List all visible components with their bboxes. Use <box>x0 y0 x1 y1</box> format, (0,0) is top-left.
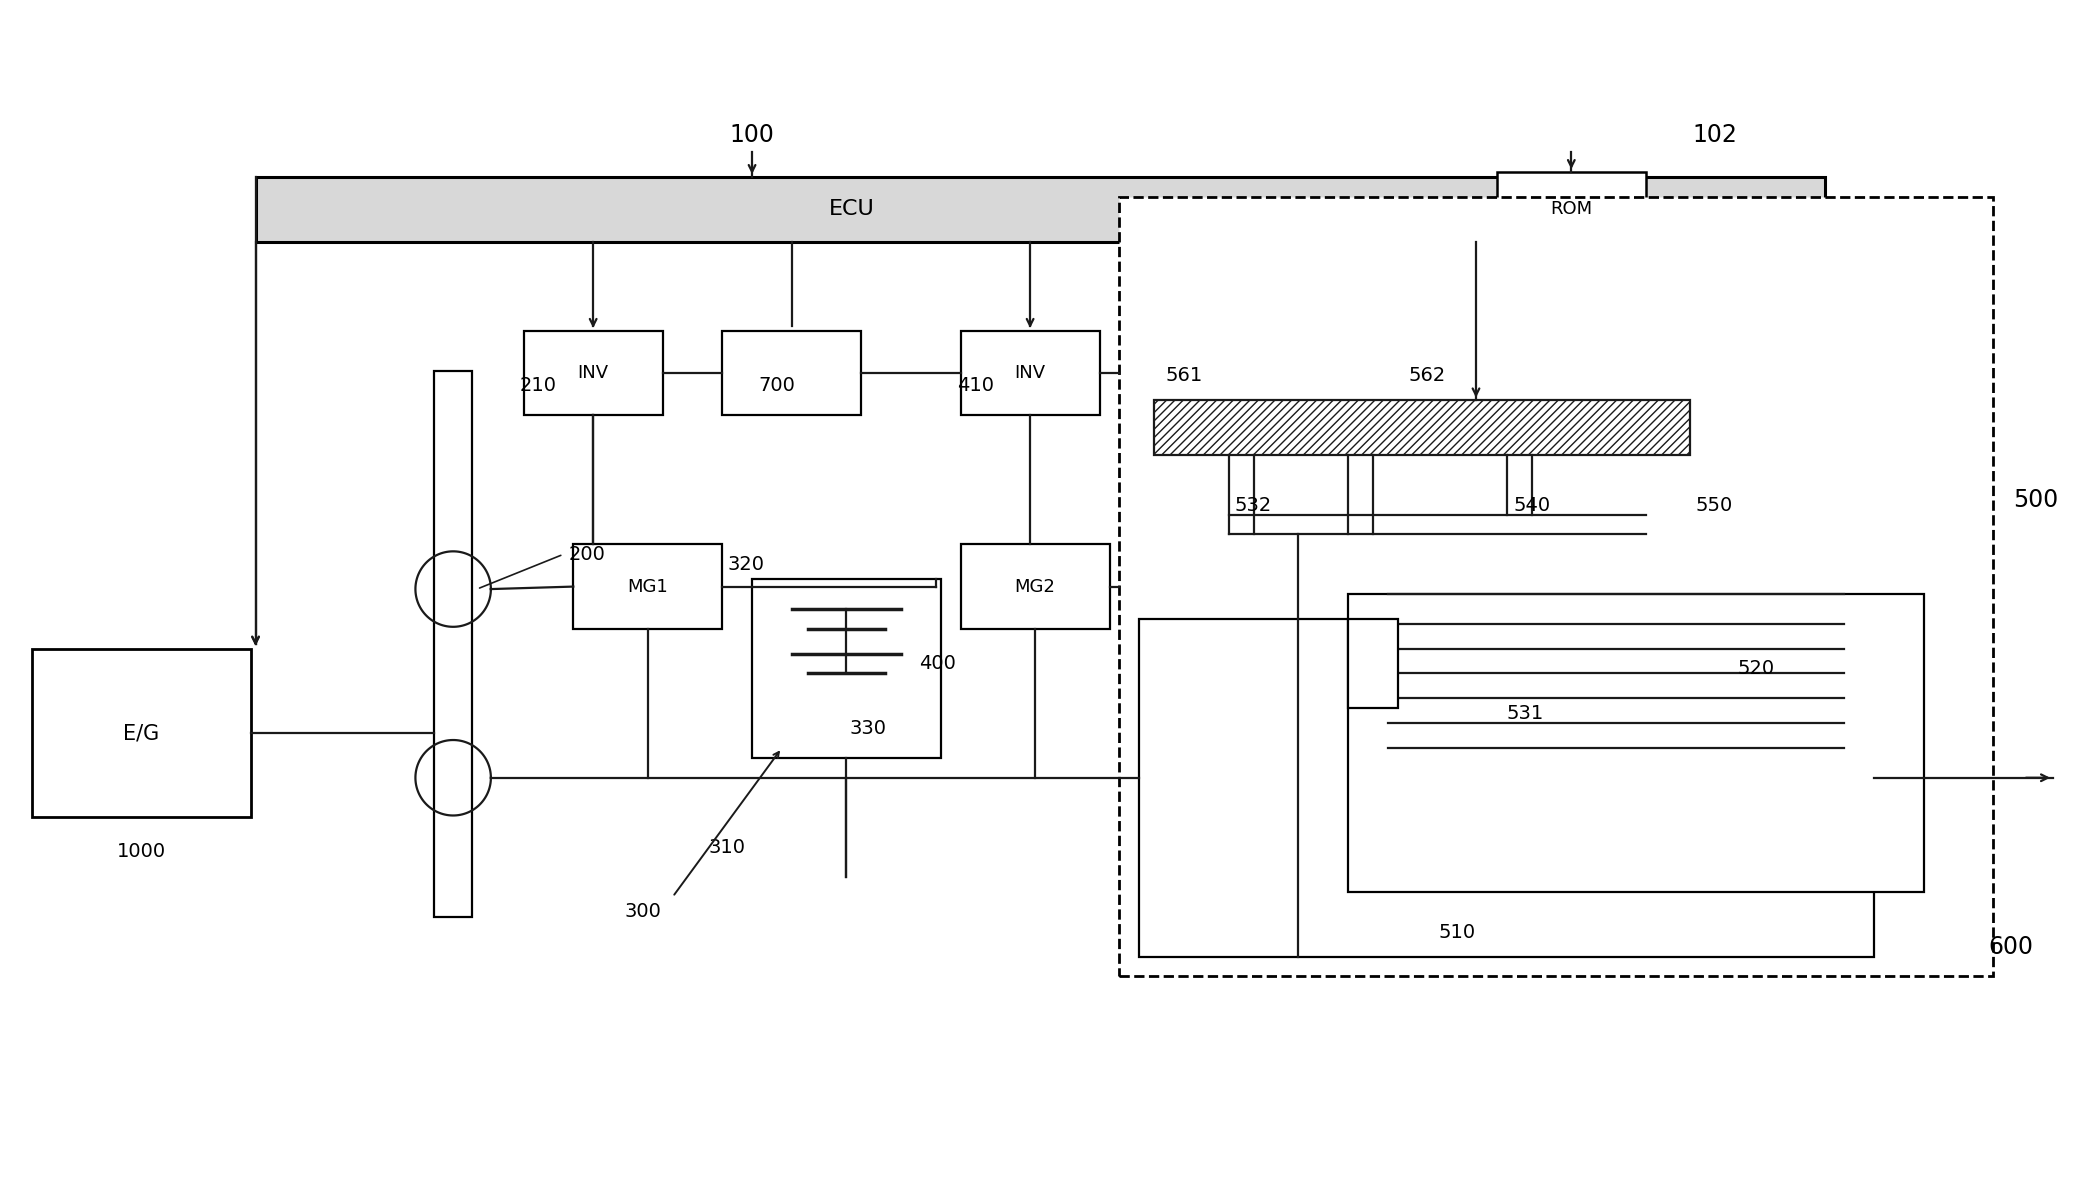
Bar <box>435 370 473 917</box>
Text: 210: 210 <box>521 376 556 396</box>
Text: INV: INV <box>577 364 609 382</box>
Text: INV: INV <box>1015 364 1046 382</box>
Text: 400: 400 <box>918 653 956 673</box>
Text: 410: 410 <box>956 376 994 396</box>
Text: 320: 320 <box>728 555 764 574</box>
Text: 330: 330 <box>849 719 887 739</box>
Bar <box>1155 400 1690 454</box>
Bar <box>31 649 251 818</box>
Bar <box>751 579 941 758</box>
Text: ROM: ROM <box>1550 200 1592 218</box>
Bar <box>1347 594 1925 892</box>
Bar <box>523 331 663 415</box>
Text: 540: 540 <box>1513 495 1550 514</box>
Text: MG1: MG1 <box>628 578 667 596</box>
Bar <box>960 544 1109 628</box>
Text: 531: 531 <box>1506 704 1544 723</box>
Bar <box>573 544 722 628</box>
Text: 561: 561 <box>1165 367 1203 386</box>
Text: 562: 562 <box>1408 367 1446 386</box>
Bar <box>722 331 862 415</box>
Bar <box>1498 171 1646 247</box>
Bar <box>1140 619 1874 957</box>
Text: 102: 102 <box>1692 123 1738 147</box>
Text: 510: 510 <box>1439 922 1475 941</box>
Text: 500: 500 <box>2013 488 2059 512</box>
Bar <box>1119 197 1994 976</box>
Bar <box>960 331 1100 415</box>
Text: ECU: ECU <box>828 199 874 219</box>
Text: 300: 300 <box>623 903 661 921</box>
Text: 200: 200 <box>569 544 605 564</box>
Text: 100: 100 <box>730 123 774 147</box>
Bar <box>1347 619 1397 709</box>
Text: 532: 532 <box>1234 495 1272 514</box>
Text: E/G: E/G <box>123 723 159 743</box>
Text: MG2: MG2 <box>1015 578 1056 596</box>
Text: 600: 600 <box>1987 934 2033 958</box>
Text: 1000: 1000 <box>117 843 165 861</box>
Text: 700: 700 <box>759 376 795 396</box>
Text: 520: 520 <box>1738 659 1774 677</box>
Text: 550: 550 <box>1695 495 1732 514</box>
Text: 310: 310 <box>709 838 745 857</box>
Bar <box>255 177 1824 241</box>
